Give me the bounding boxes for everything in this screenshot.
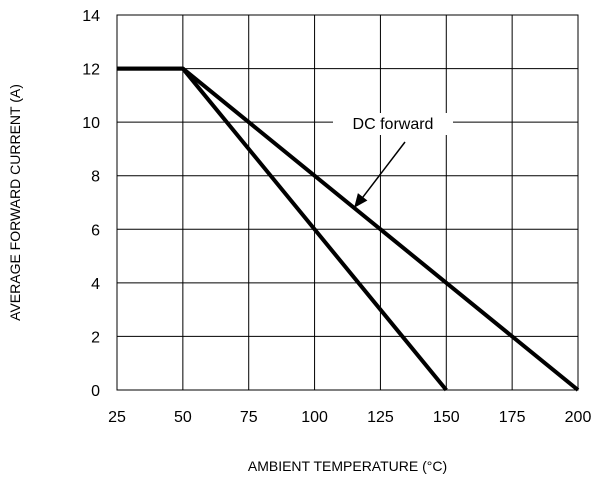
x-tick-label: 150 [433,409,460,426]
y-tick-label: 10 [82,115,100,132]
x-tick-label: 125 [367,409,394,426]
annotation-label-bg [333,113,453,135]
annotation-group: DC forward [333,113,453,208]
x-tick-label: 200 [565,409,592,426]
x-tick-label: 25 [108,409,126,426]
annotation-arrowhead [354,193,368,208]
x-axis-title: AMBIENT TEMPERATURE (°C) [248,458,447,474]
plot-area-frame [116,14,579,391]
series-group [117,66,580,392]
x-tick-label: 75 [240,409,258,426]
y-tick-label: 8 [91,169,100,186]
y-tick-label: 4 [91,276,100,293]
y-tick-label: 0 [91,383,100,400]
y-tick-label: 12 [82,62,100,79]
x-tick-labels: 25 50 75 100 125 150 175 200 [108,409,591,426]
annotation-arrow-line [359,141,406,202]
y-axis-title: AVERAGE FORWARD CURRENT (A) [7,84,23,321]
series-line-2 [117,66,448,392]
y-tick-label: 6 [91,222,100,239]
annotation-label: DC forward [353,116,434,133]
y-tick-label: 14 [82,8,100,25]
y-tick-labels: 0 2 4 6 8 10 12 14 [82,8,100,400]
y-tick-label: 2 [91,329,100,346]
x-tick-label: 175 [499,409,526,426]
x-tick-label: 100 [301,409,328,426]
x-tick-label: 50 [174,409,192,426]
